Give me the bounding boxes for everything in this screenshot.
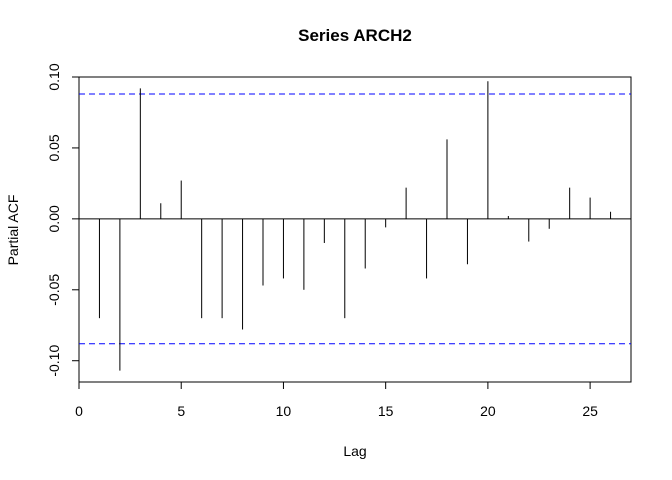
y-axis-label: Partial ACF xyxy=(5,195,21,266)
confidence-bounds xyxy=(79,93,631,345)
y-tick-label: 0.05 xyxy=(46,134,62,161)
y-tick-label: 0.10 xyxy=(46,63,62,90)
y-tick-label: -0.10 xyxy=(46,345,62,377)
pacf-spikes xyxy=(98,81,612,371)
x-axis: 0 5 10 15 20 25 xyxy=(75,381,598,419)
x-tick-label: 10 xyxy=(276,403,292,419)
x-tick-label: 20 xyxy=(480,403,496,419)
x-tick-label: 25 xyxy=(582,403,598,419)
plot-frame xyxy=(78,76,632,383)
x-tick-label: 15 xyxy=(378,403,394,419)
x-axis-label: Lag xyxy=(343,443,366,459)
y-tick-label: -0.05 xyxy=(46,274,62,306)
x-tick-label: 5 xyxy=(177,403,185,419)
chart-title: Series ARCH2 xyxy=(298,26,412,45)
y-tick-label: 0.00 xyxy=(46,205,62,232)
y-axis: -0.10 -0.05 0.00 0.05 0.10 xyxy=(46,63,80,377)
x-tick-label: 0 xyxy=(75,403,83,419)
